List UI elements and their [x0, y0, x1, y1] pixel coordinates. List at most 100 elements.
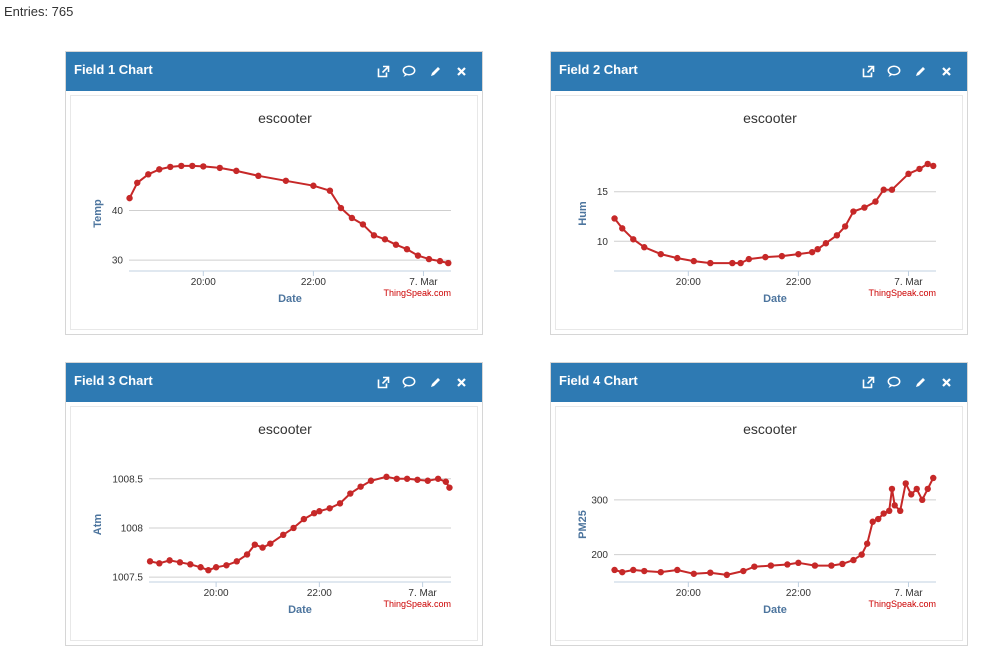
data-point[interactable]	[875, 515, 882, 523]
chart-credit[interactable]: ThingSpeak.com	[383, 599, 451, 609]
data-point[interactable]	[795, 250, 802, 258]
data-point[interactable]	[445, 259, 452, 267]
data-point[interactable]	[156, 560, 163, 567]
data-point[interactable]	[828, 562, 835, 569]
data-point[interactable]	[233, 558, 240, 565]
data-point[interactable]	[784, 561, 791, 568]
data-point[interactable]	[690, 570, 698, 577]
data-point[interactable]	[326, 187, 334, 194]
data-point[interactable]	[383, 473, 390, 481]
data-point[interactable]	[850, 556, 857, 564]
data-point[interactable]	[243, 551, 251, 558]
data-point[interactable]	[300, 515, 308, 523]
data-point[interactable]	[347, 490, 354, 497]
external-link-icon[interactable]	[859, 62, 877, 80]
data-point[interactable]	[255, 172, 262, 180]
data-point[interactable]	[442, 478, 450, 485]
data-point[interactable]	[251, 541, 259, 548]
data-point[interactable]	[310, 182, 317, 189]
data-point[interactable]	[126, 194, 133, 202]
data-point[interactable]	[869, 518, 876, 525]
data-point[interactable]	[841, 223, 849, 230]
data-point[interactable]	[930, 162, 937, 170]
data-point[interactable]	[337, 204, 345, 212]
data-point[interactable]	[290, 524, 297, 532]
data-point[interactable]	[166, 557, 173, 564]
data-point[interactable]	[280, 531, 287, 539]
data-point[interactable]	[414, 476, 421, 483]
pencil-icon[interactable]	[426, 62, 444, 80]
data-point[interactable]	[913, 485, 920, 493]
chart-credit[interactable]: ThingSpeak.com	[383, 288, 451, 298]
data-point[interactable]	[359, 221, 367, 228]
data-point[interactable]	[740, 567, 747, 575]
data-point[interactable]	[424, 477, 431, 484]
data-point[interactable]	[924, 485, 931, 493]
data-point[interactable]	[200, 163, 207, 170]
data-point[interactable]	[811, 562, 819, 569]
data-point[interactable]	[795, 559, 802, 567]
comment-icon[interactable]	[400, 373, 418, 391]
data-point[interactable]	[690, 257, 698, 265]
data-point[interactable]	[189, 162, 196, 170]
data-point[interactable]	[930, 474, 937, 482]
data-point[interactable]	[872, 198, 879, 205]
data-point[interactable]	[850, 208, 857, 215]
data-point[interactable]	[888, 485, 896, 493]
data-point[interactable]	[905, 170, 912, 178]
data-point[interactable]	[611, 566, 618, 574]
data-point[interactable]	[767, 562, 775, 569]
data-point[interactable]	[630, 236, 637, 243]
data-point[interactable]	[674, 254, 681, 262]
data-point[interactable]	[888, 186, 896, 193]
data-point[interactable]	[233, 167, 240, 175]
data-point[interactable]	[707, 569, 714, 576]
chart-credit[interactable]: ThingSpeak.com	[868, 288, 936, 298]
data-point[interactable]	[223, 562, 230, 569]
data-point[interactable]	[863, 540, 871, 547]
data-point[interactable]	[908, 491, 915, 498]
data-point[interactable]	[858, 551, 865, 558]
data-point[interactable]	[880, 186, 887, 193]
data-point[interactable]	[778, 252, 786, 260]
data-point[interactable]	[205, 567, 212, 574]
data-point[interactable]	[657, 568, 664, 576]
data-point[interactable]	[326, 505, 333, 512]
close-icon[interactable]	[937, 373, 955, 391]
data-point[interactable]	[619, 568, 626, 576]
data-point[interactable]	[619, 225, 626, 232]
data-point[interactable]	[745, 255, 753, 263]
data-point[interactable]	[392, 241, 400, 248]
data-point[interactable]	[197, 564, 204, 571]
data-point[interactable]	[916, 165, 923, 173]
data-point[interactable]	[924, 160, 931, 168]
data-point[interactable]	[833, 232, 841, 239]
data-point[interactable]	[919, 496, 926, 504]
external-link-icon[interactable]	[374, 62, 392, 80]
pencil-icon[interactable]	[911, 373, 929, 391]
data-point[interactable]	[414, 252, 422, 259]
close-icon[interactable]	[452, 62, 470, 80]
pencil-icon[interactable]	[911, 62, 929, 80]
data-point[interactable]	[729, 259, 736, 267]
data-point[interactable]	[393, 475, 400, 482]
data-point[interactable]	[146, 558, 154, 565]
data-point[interactable]	[367, 477, 375, 484]
data-point[interactable]	[902, 480, 909, 487]
data-point[interactable]	[381, 236, 389, 243]
close-icon[interactable]	[937, 62, 955, 80]
close-icon[interactable]	[452, 373, 470, 391]
data-point[interactable]	[134, 179, 141, 186]
data-point[interactable]	[822, 240, 830, 247]
data-point[interactable]	[187, 561, 194, 568]
comment-icon[interactable]	[885, 373, 903, 391]
chart-credit[interactable]: ThingSpeak.com	[868, 599, 936, 609]
data-point[interactable]	[641, 567, 648, 575]
data-point[interactable]	[723, 571, 731, 579]
data-point[interactable]	[425, 255, 433, 263]
data-point[interactable]	[216, 164, 224, 172]
data-point[interactable]	[370, 232, 378, 239]
data-point[interactable]	[310, 509, 318, 517]
data-point[interactable]	[167, 163, 174, 171]
data-point[interactable]	[403, 475, 411, 482]
